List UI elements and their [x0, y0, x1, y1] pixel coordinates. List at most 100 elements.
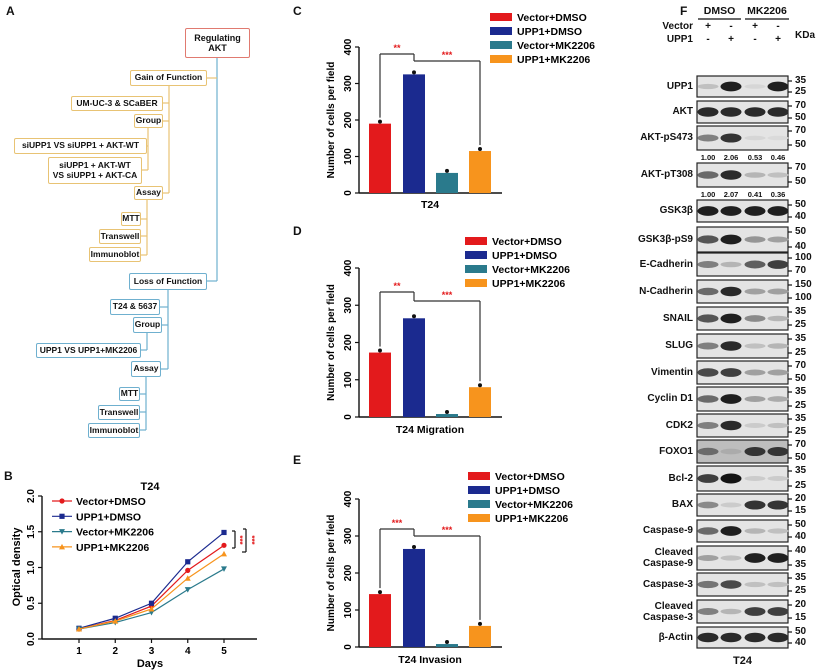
y-tick-label: 0	[343, 644, 354, 650]
protein-band	[767, 553, 789, 563]
legend-swatch	[468, 486, 490, 494]
mind-map-node: UM-UC-3 & SCaBER	[71, 96, 163, 111]
data-point	[221, 542, 227, 548]
series-line	[78, 544, 225, 630]
protein-band	[697, 527, 719, 535]
data-point	[184, 587, 191, 593]
kda-marker: 25	[795, 319, 807, 330]
kda-marker: 35	[795, 333, 807, 344]
protein-band	[767, 206, 789, 216]
protein-band	[697, 632, 719, 643]
data-point	[378, 590, 382, 595]
y-axis-label: Number of cells per field	[326, 284, 337, 401]
protein-band	[767, 396, 789, 402]
protein-band	[744, 553, 766, 563]
mind-map-node: Group	[134, 114, 163, 128]
blot-label: AKT-pS473	[640, 132, 693, 143]
protein-band	[767, 422, 789, 429]
protein-band	[720, 420, 742, 431]
kda-marker: 50	[795, 139, 807, 150]
kda-marker: 70	[795, 100, 807, 111]
protein-band	[697, 368, 719, 377]
x-tick-label: 4	[185, 646, 191, 657]
legend-label: UPP1+MK2206	[492, 278, 565, 290]
protein-band	[767, 632, 789, 643]
bar	[469, 387, 491, 417]
protein-band	[744, 581, 766, 588]
blot-label: SLUG	[665, 340, 693, 351]
data-point	[478, 383, 482, 388]
blot-label: Vimentin	[650, 366, 693, 378]
x-axis-label: Days	[137, 658, 163, 670]
protein-band	[697, 287, 719, 296]
protein-band	[720, 107, 742, 117]
data-point	[76, 625, 82, 632]
bar	[369, 352, 391, 417]
x-axis-label: T24 Invasion	[398, 654, 462, 666]
quantification-value: 0.46	[770, 153, 786, 162]
mind-map-node: T24 & 5637	[110, 299, 160, 315]
kda-marker: 50	[795, 626, 807, 637]
cell-line-label: T24	[733, 655, 752, 667]
legend-swatch	[468, 472, 490, 480]
quantification-value: 0.41	[747, 190, 763, 199]
kda-marker: 100	[795, 292, 812, 303]
legend-label: Vector+DMSO	[492, 236, 562, 248]
mind-map-node: MTT	[121, 212, 141, 226]
kda-marker: 20	[795, 493, 807, 504]
protein-band	[767, 236, 789, 243]
mind-map-node: Transwell	[99, 229, 141, 244]
mind-map-node: Immunoblot	[88, 423, 140, 438]
protein-band	[767, 500, 789, 510]
protein-band	[720, 286, 742, 297]
y-axis-label: Number of cells per field	[326, 515, 337, 632]
legend-label: Vector+MK2206	[517, 40, 595, 52]
kda-marker: 25	[795, 400, 807, 411]
data-point	[185, 567, 191, 573]
blot-label: β-Actin	[658, 631, 693, 643]
kda-marker: 35	[795, 572, 807, 583]
bar	[403, 548, 425, 647]
protein-band	[767, 343, 789, 349]
x-axis-label: T24 Migration	[396, 424, 464, 436]
condition-label: UPP1	[666, 34, 693, 45]
series-line	[78, 568, 225, 630]
protein-band	[744, 476, 766, 481]
bar	[369, 594, 391, 647]
kda-marker: 50	[795, 226, 807, 237]
protein-band	[767, 607, 789, 616]
protein-band	[744, 528, 766, 534]
legend-label: Vector+MK2206	[492, 264, 570, 276]
kda-marker: 50	[795, 112, 807, 123]
blot-label: Cleaved Caspase-3	[642, 600, 693, 623]
x-tick-label: 1	[76, 646, 82, 657]
quantification-value: 0.53	[747, 153, 763, 162]
blot-label: Caspase-9	[642, 525, 693, 536]
kda-marker: 35	[795, 75, 807, 86]
mind-map-node: Immunoblot	[89, 247, 141, 262]
legend-label: Vector+DMSO	[517, 12, 587, 24]
protein-band	[720, 394, 742, 404]
data-point	[478, 621, 482, 626]
significance-label: **	[393, 281, 401, 291]
kda-marker: 35	[795, 465, 807, 476]
kda-marker: 25	[795, 480, 807, 491]
protein-band	[744, 236, 766, 243]
y-tick-label: 200	[343, 564, 354, 581]
protein-band	[744, 315, 766, 322]
y-axis-label: Optical density	[11, 527, 23, 607]
legend-label: Vector+DMSO	[76, 496, 146, 508]
protein-band	[744, 206, 766, 216]
data-point	[378, 119, 382, 124]
y-tick-label: 0	[343, 190, 354, 196]
protein-band	[697, 134, 719, 142]
protein-band	[767, 446, 789, 457]
kda-marker: 50	[795, 519, 807, 530]
blot-label: AKT	[672, 106, 693, 117]
kda-marker: 70	[795, 162, 807, 173]
protein-band	[697, 83, 719, 90]
bar	[403, 74, 425, 193]
protein-band	[744, 288, 766, 295]
kda-marker: 50	[795, 199, 807, 210]
